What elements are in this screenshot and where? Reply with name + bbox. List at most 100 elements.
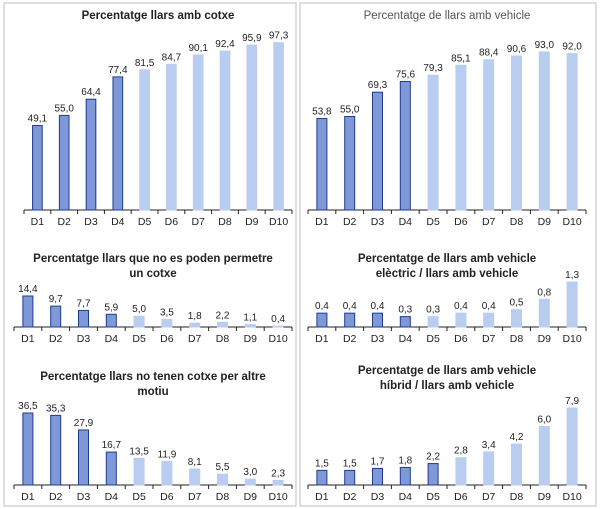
bar-d1 [22, 412, 34, 486]
value-label: 1,8 [188, 311, 202, 322]
bar-d9 [244, 324, 256, 328]
bar-d3 [371, 312, 384, 328]
value-label: 69,3 [368, 80, 388, 91]
value-label: 6,0 [537, 415, 551, 426]
x-tick-label: D10 [268, 491, 287, 503]
bar-d5 [427, 463, 439, 486]
bar-d1 [316, 118, 328, 211]
x-tick-label: D9 [244, 491, 258, 503]
bar-d10 [272, 479, 284, 486]
x-tick-label: D4 [105, 333, 119, 345]
x-tick-label: D5 [426, 491, 440, 503]
bar-d9 [538, 426, 550, 486]
bar-d9 [246, 44, 258, 211]
x-tick-label: D8 [510, 491, 524, 503]
x-tick-label: D9 [244, 333, 258, 345]
value-label: 8,1 [188, 457, 202, 468]
x-tick-label: D3 [77, 491, 91, 503]
x-tick-label: D9 [245, 216, 259, 228]
bar-d3 [371, 91, 384, 211]
bar-d3 [77, 429, 90, 486]
value-label: 79,3 [423, 63, 443, 74]
x-tick-label: D5 [426, 216, 440, 228]
value-label: 13,5 [129, 446, 149, 457]
value-label: 7,9 [565, 396, 579, 407]
x-tick-label: D6 [454, 491, 468, 503]
bar-d8 [216, 321, 229, 328]
bar-d5 [427, 74, 439, 211]
x-tick-label: D1 [315, 491, 329, 503]
chart-2-title: Percentatge de llars amb vehicle [364, 10, 531, 22]
bar-d2 [344, 312, 356, 328]
value-label: 90,1 [188, 43, 208, 54]
bar-d2 [344, 116, 356, 211]
x-tick-label: D8 [510, 333, 524, 345]
value-label: 14,4 [18, 284, 38, 295]
x-tick-label: D5 [426, 333, 440, 345]
value-label: 92,0 [562, 42, 582, 53]
x-tick-label: D7 [191, 216, 205, 228]
x-tick-label: D10 [269, 216, 288, 228]
chart-6: Percentatge de llars amb vehicle híbrid /… [307, 365, 587, 503]
bar-d9 [538, 51, 550, 211]
bar-d5 [133, 457, 145, 486]
value-label: 0,8 [537, 287, 551, 298]
value-label: 84,7 [162, 52, 182, 63]
x-tick-label: D6 [454, 216, 468, 228]
x-tick-label: D1 [21, 491, 35, 503]
bar-d10 [566, 407, 578, 486]
bar-d3 [77, 309, 90, 328]
bar-d6 [455, 64, 467, 211]
x-tick-label: D7 [482, 216, 496, 228]
value-label: 0,4 [315, 301, 329, 312]
chart-5-title: motiu [137, 386, 168, 398]
bar-d5 [133, 315, 145, 328]
bar-d9 [538, 298, 550, 328]
x-tick-label: D3 [371, 333, 385, 345]
x-tick-label: D9 [538, 491, 552, 503]
bar-d10 [272, 325, 284, 328]
bar-d9 [244, 478, 256, 486]
value-label: 90,6 [507, 44, 527, 55]
value-label: 81,5 [135, 58, 155, 69]
bar-d4 [105, 313, 117, 328]
value-label: 0,5 [510, 298, 524, 309]
x-tick-label: D5 [132, 333, 146, 345]
x-tick-label: D4 [111, 216, 125, 228]
bar-d1 [316, 312, 328, 328]
bar-d2 [50, 414, 62, 486]
bar-d8 [510, 309, 523, 328]
x-tick-label: D2 [343, 333, 357, 345]
value-label: 7,7 [77, 298, 91, 309]
x-tick-label: D6 [165, 216, 179, 228]
value-label: 49,1 [28, 114, 48, 125]
bar-d7 [192, 54, 204, 211]
bar-d8 [216, 473, 229, 486]
bar-d1 [316, 469, 328, 486]
bar-d10 [566, 53, 578, 211]
chart-3-title: un cotxe [129, 268, 176, 280]
bar-d4 [399, 316, 411, 328]
value-label: 36,5 [18, 401, 38, 412]
bar-d7 [483, 312, 495, 328]
bar-d6 [161, 318, 173, 328]
value-label: 55,0 [340, 105, 360, 116]
x-tick-label: D7 [482, 333, 496, 345]
value-label: 75,6 [396, 69, 416, 80]
x-tick-label: D7 [482, 491, 496, 503]
chart-3-title: Percentatge llars que no es poden permet… [33, 253, 273, 265]
value-label: 2,2 [426, 452, 440, 463]
value-label: 1,3 [565, 270, 579, 281]
right-panel-border [299, 2, 597, 507]
value-label: 0,3 [426, 305, 440, 316]
x-tick-label: D3 [84, 216, 98, 228]
x-tick-label: D2 [49, 491, 63, 503]
value-label: 93,0 [535, 40, 555, 51]
x-tick-label: D8 [216, 491, 230, 503]
x-tick-label: D4 [399, 491, 413, 503]
bar-d1 [32, 125, 43, 211]
bar-d1 [22, 295, 34, 328]
value-label: 0,3 [398, 305, 412, 316]
bar-d5 [427, 316, 439, 328]
bar-d8 [219, 50, 231, 211]
